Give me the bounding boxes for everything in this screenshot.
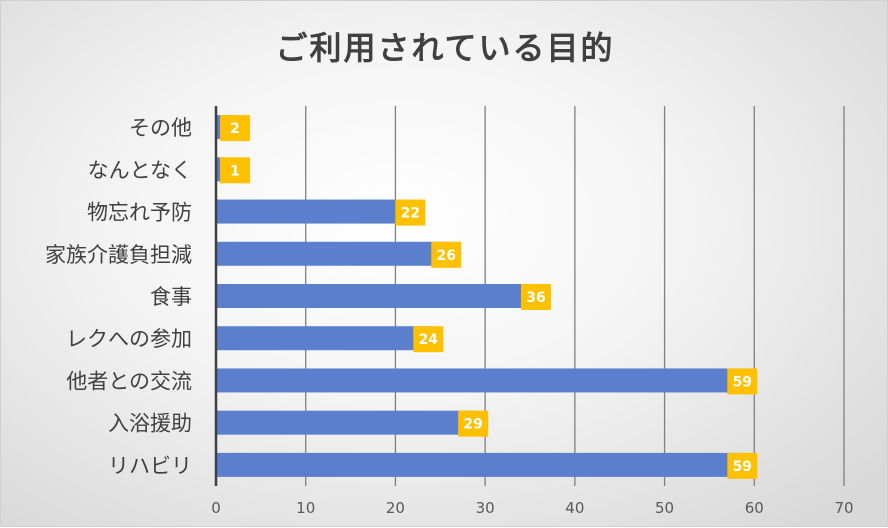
chart-title: ご利用されている目的: [275, 29, 615, 67]
category-label-2: 物忘れ予防: [87, 201, 192, 225]
data-label-bg-1: [220, 157, 250, 184]
data-label-bg-8: [727, 452, 758, 479]
x-tick-label-20: 20: [386, 499, 405, 517]
data-label-6: 59: [733, 374, 752, 390]
bar-8: [216, 452, 746, 477]
data-label-1: 1: [230, 163, 240, 179]
x-tick-label-30: 30: [476, 499, 495, 517]
category-label-4: 食事: [150, 285, 192, 309]
category-label-3: 家族介護負担減: [45, 243, 192, 267]
bar-4: [216, 284, 539, 308]
data-label-7: 29: [463, 417, 482, 433]
x-tick-label-50: 50: [655, 499, 674, 517]
data-label-bg-7: [458, 410, 489, 437]
bar-6: [216, 368, 746, 393]
data-label-bg-4: [520, 284, 551, 310]
labels: 0 10 20 30 40 50 60 70 その他 2 なんとなく 1 物忘れ予防 22 家族介護負担減 2…: [45, 115, 854, 517]
data-label-3: 26: [437, 248, 456, 264]
bar-7: [216, 410, 477, 435]
bar-5: [216, 326, 432, 351]
x-tick-label-0: 0: [211, 499, 221, 517]
data-label-0: 2: [230, 121, 240, 137]
data-label-8: 59: [733, 459, 752, 475]
x-tick-label-40: 40: [565, 499, 584, 517]
category-label-5: レクへの参加: [66, 327, 192, 351]
bars: [216, 115, 746, 477]
data-label-bg-2: [395, 199, 426, 226]
category-label-0: その他: [129, 116, 192, 140]
category-label-7: 入浴援助: [108, 412, 192, 436]
data-label-2: 22: [401, 206, 420, 222]
category-label-6: 他者との交流: [66, 369, 192, 393]
x-tick-label-60: 60: [745, 499, 764, 517]
category-label-8: リハビリ: [108, 454, 192, 478]
data-label-5: 24: [419, 332, 439, 348]
bar-3: [216, 241, 450, 266]
x-tick-label-70: 70: [834, 499, 853, 517]
category-label-1: なんとなく: [88, 158, 192, 182]
bar-2: [216, 199, 414, 224]
data-label-bg-3: [431, 241, 462, 268]
data-label-bg-0: [220, 115, 250, 142]
data-label-bg-5: [413, 326, 444, 353]
data-label-bg-6: [727, 368, 758, 395]
x-tick-label-10: 10: [296, 499, 315, 517]
data-label-4: 36: [526, 290, 545, 306]
